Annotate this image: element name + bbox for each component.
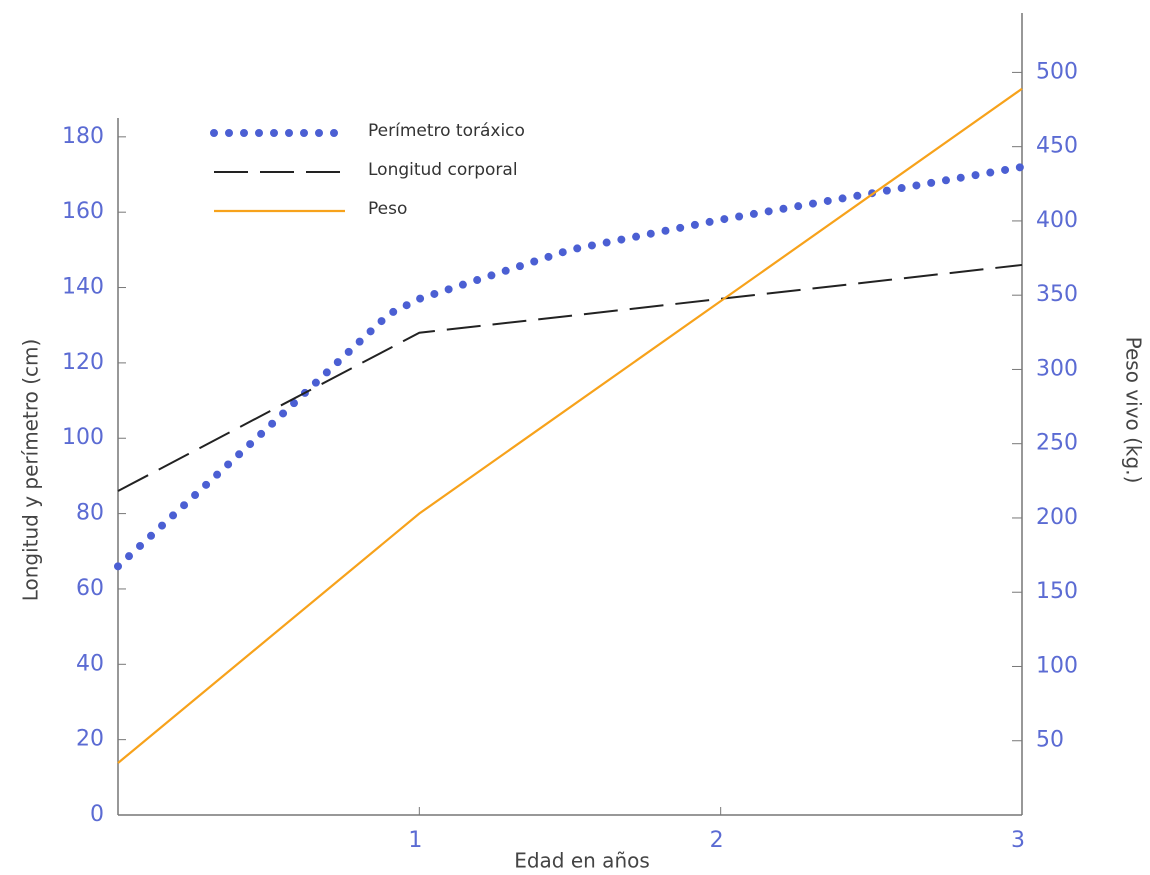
x-tick-label: 1 [408, 828, 422, 853]
series-line [117, 87, 1023, 764]
y2-tick-label: 450 [1036, 134, 1078, 159]
y-tick-label: 160 [62, 199, 104, 224]
y-tick-label: 20 [76, 727, 104, 752]
y-axis-label: Longitud y perímetro (cm) [19, 339, 43, 602]
y2-tick-label: 50 [1036, 728, 1064, 753]
y-tick-label: 80 [76, 501, 104, 526]
y2-tick-label: 350 [1036, 282, 1078, 307]
y-tick-label: 60 [76, 576, 104, 601]
y-tick-label: 140 [62, 275, 104, 300]
y2-tick-label: 150 [1036, 579, 1078, 604]
y-tick-label: 40 [76, 651, 104, 676]
y2-tick-label: 250 [1036, 431, 1078, 456]
legend-label: Peso [368, 199, 407, 219]
series-line [117, 263, 1023, 492]
legend-label: Longitud corporal [368, 160, 518, 180]
y-tick-label: 180 [62, 124, 104, 149]
y2-axis-label: Peso vivo (kg.) [1122, 337, 1146, 484]
y2-tick-label: 500 [1036, 59, 1078, 84]
y-tick-label: 120 [62, 350, 104, 375]
legend-label: Perímetro toráxico [368, 121, 525, 141]
series-line [114, 162, 1026, 571]
x-tick-label: 3 [1011, 828, 1025, 853]
y2-tick-label: 300 [1036, 356, 1078, 381]
y2-tick-label: 100 [1036, 653, 1078, 678]
x-axis-label: Edad en años [514, 849, 650, 873]
y2-tick-label: 400 [1036, 208, 1078, 233]
y-tick-label: 100 [62, 425, 104, 450]
x-tick-label: 2 [710, 828, 724, 853]
y2-tick-label: 200 [1036, 505, 1078, 530]
y-tick-label: 0 [90, 802, 104, 827]
